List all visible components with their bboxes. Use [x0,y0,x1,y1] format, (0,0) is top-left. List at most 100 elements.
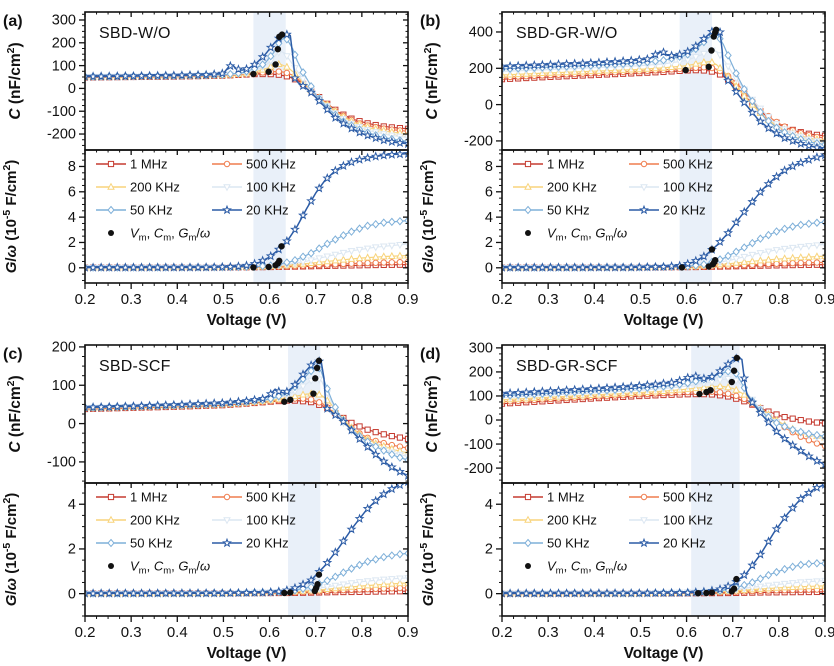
panel-c-letter: (c) [3,346,23,363]
legend-label-50-khz: 50 KHz [130,536,173,551]
c-axis-label: C (nF/cm2) [5,375,24,452]
svg-text:0.6: 0.6 [259,624,280,641]
panel-d-title: SBD-GR-SCF [516,358,618,375]
svg-text:0.8: 0.8 [768,291,789,308]
conductance-plot [85,150,408,272]
legend-dot-marker [108,563,114,569]
legend-label-50-khz: 50 KHz [547,203,590,218]
svg-text:0: 0 [68,416,76,432]
svg-text:0.8: 0.8 [768,624,789,641]
capacitance-plot [85,356,408,480]
c-axis-label: C (nF/cm2) [422,375,441,452]
svg-text:200: 200 [469,61,493,77]
svg-text:0.3: 0.3 [121,291,142,308]
svg-text:0.3: 0.3 [538,624,559,641]
panel-c-chart: -100 0 100 200 0 2 4 0.2 0.3 0.4 0.5 0.6 0.7 0.8 0.9 Vo… [1,340,418,662]
g-y-axis: 0 2 4 6 8 [68,153,408,281]
legend-dot-label: Vm, Cm, Gm/ω [130,226,210,244]
svg-text:2: 2 [485,542,493,558]
legend-label-20-khz: 20 KHz [246,203,289,218]
svg-text:0.7: 0.7 [305,624,326,641]
series-20-khz [85,150,408,272]
panel-d: -200 -100 0 100 200 300 0 2 4 0.2 0.3 0.4 0.5 0.6 0.7 0… [417,333,834,666]
svg-text:2: 2 [485,235,493,251]
legend: 1 MHz 500 KHz 200 KHz 100 KHz 50 KHz 20 KHz Vm… [513,157,713,244]
svg-text:-100: -100 [47,104,76,120]
legend-dot-marker [525,563,531,569]
svg-text:100: 100 [469,389,493,405]
capacitance-plot [85,29,408,149]
svg-text:6: 6 [68,185,76,201]
svg-text:-100: -100 [464,437,493,453]
g-axis-label: G/ω (10-5 F/cm2) [418,160,437,274]
svg-text:0: 0 [485,586,493,602]
legend-label-100-khz: 100 KHz [246,180,296,195]
panel-d-letter: (d) [420,346,441,363]
svg-text:2: 2 [68,542,76,558]
svg-text:0.3: 0.3 [121,624,142,641]
x-axis-label: Voltage (V) [624,645,704,662]
peak-markers [682,26,720,74]
g-axis-label: G/ω (10-5 F/cm2) [1,160,20,274]
svg-text:200: 200 [52,340,76,356]
legend-label-100-khz: 100 KHz [663,180,713,195]
g-y-axis: 0 2 4 [68,492,408,617]
legend-dot-marker [108,230,114,236]
svg-text:0.5: 0.5 [213,291,234,308]
legend-dot-label: Vm, Cm, Gm/ω [130,559,210,577]
panel-a: -200 -100 0 100 200 300 0 2 4 6 8 0.2 0.3 0.4 0.5 0.6 0.… [0,0,418,333]
svg-text:0.8: 0.8 [351,291,372,308]
legend-label-500-khz: 500 KHz [663,490,713,505]
svg-text:0.7: 0.7 [722,291,743,308]
legend-label-50-khz: 50 KHz [547,536,590,551]
legend-label-50-khz: 50 KHz [130,203,173,218]
svg-text:200: 200 [469,365,493,381]
svg-text:-200: -200 [47,127,76,143]
svg-text:300: 300 [469,341,493,357]
highlight-band [691,345,740,616]
panel-c: -100 0 100 200 0 2 4 0.2 0.3 0.4 0.5 0.6 0.7 0.8 0.9 Vo… [0,333,418,666]
g-axis-label: G/ω (10-5 F/cm2) [1,493,20,607]
svg-text:6: 6 [485,185,493,201]
series-50-khz [85,35,408,146]
conductance-plot [85,483,408,598]
svg-text:0.2: 0.2 [492,624,513,641]
svg-text:0.2: 0.2 [75,291,96,308]
svg-text:0.5: 0.5 [630,291,651,308]
legend-label-20-khz: 20 KHz [663,536,706,551]
legend-label-100-khz: 100 KHz [663,513,713,528]
svg-text:0.4: 0.4 [584,624,605,641]
svg-text:-200: -200 [464,134,493,150]
svg-text:0.4: 0.4 [167,291,188,308]
svg-text:0.9: 0.9 [815,291,834,308]
peak-markers [694,575,740,597]
panel-b-title: SBD-GR-W/O [516,25,618,42]
svg-text:0.9: 0.9 [815,624,834,641]
legend-label-200-khz: 200 KHz [130,180,180,195]
svg-text:200: 200 [52,35,76,51]
svg-text:0.2: 0.2 [75,624,96,641]
svg-text:0.3: 0.3 [538,291,559,308]
legend-dot-marker [525,230,531,236]
svg-text:4: 4 [68,210,76,226]
peak-markers [281,357,323,405]
c-y-axis: -200 0 200 400 [464,13,825,151]
svg-text:4: 4 [68,497,76,513]
g-axis-label: G/ω (10-5 F/cm2) [418,493,437,607]
legend-label-500-khz: 500 KHz [246,157,296,172]
series-20-khz [85,483,408,598]
svg-text:0: 0 [68,261,76,277]
peak-markers [678,246,719,271]
svg-text:100: 100 [52,378,76,394]
svg-text:0.6: 0.6 [676,624,697,641]
legend-label-1-mhz: 1 MHz [130,157,168,172]
svg-text:4: 4 [485,210,493,226]
svg-text:0: 0 [485,261,493,277]
svg-text:8: 8 [68,159,76,175]
series-20-khz [502,26,825,150]
series-20-khz [502,150,825,272]
svg-text:0.6: 0.6 [259,291,280,308]
legend-label-200-khz: 200 KHz [547,180,597,195]
